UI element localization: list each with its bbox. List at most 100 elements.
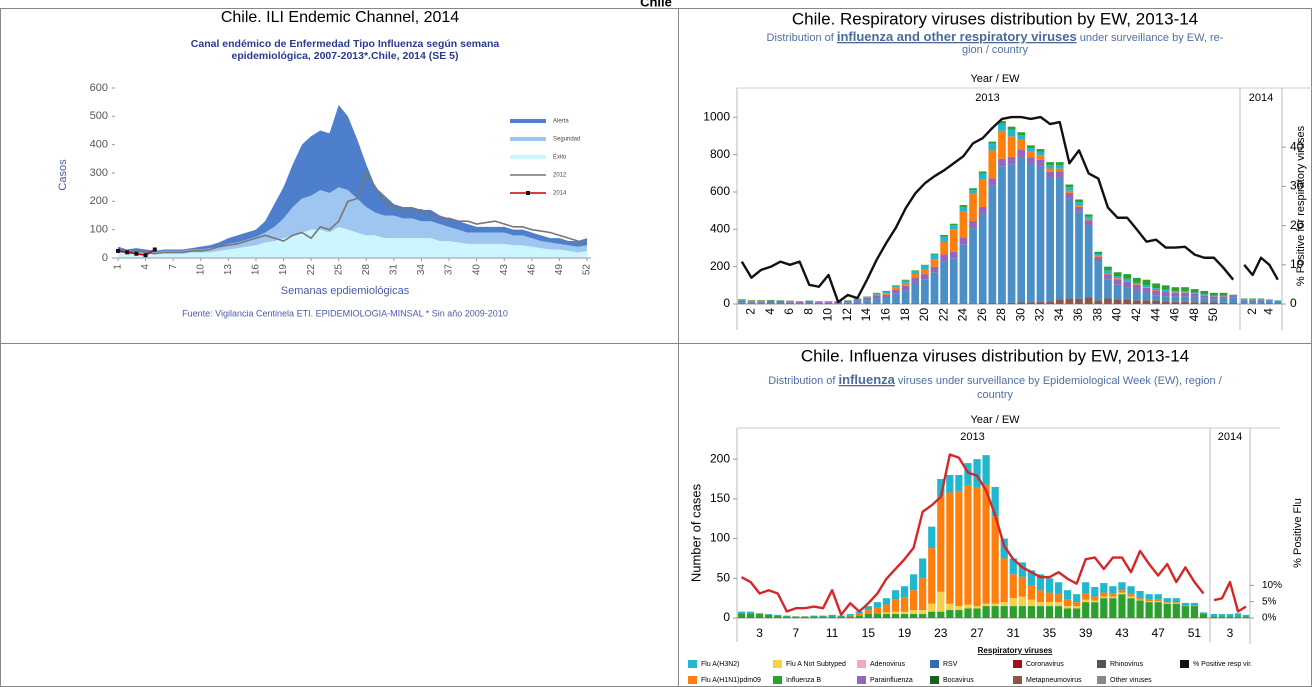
y2-line <box>740 115 1235 304</box>
bar-segment <box>1075 205 1083 207</box>
bar-segment <box>1027 606 1035 618</box>
legend-swatch <box>773 676 782 684</box>
bar-segment <box>1065 192 1074 199</box>
bar-segment <box>1113 299 1122 304</box>
y2-tick-label: 20 <box>1290 218 1304 232</box>
bar-segment <box>805 301 814 303</box>
y2-tick-label: 30 <box>1290 179 1304 193</box>
bar-segment <box>1171 292 1180 297</box>
x-tick-label: 34 <box>416 264 427 276</box>
bar-segment <box>955 610 963 618</box>
bar-segment <box>864 606 872 611</box>
bar-segment <box>1084 225 1093 298</box>
bar-segment <box>1242 616 1250 618</box>
legend-swatch <box>510 137 546 141</box>
bar-segment <box>919 614 927 618</box>
bar-segment <box>1113 284 1122 300</box>
bar-segment <box>873 614 882 618</box>
bar-segment <box>1063 599 1072 607</box>
legend-swatch <box>930 660 939 668</box>
x-tick-label: 2 <box>1245 308 1259 315</box>
bar-segment <box>978 214 987 304</box>
bar-segment <box>805 302 814 304</box>
x-tick-label: 4 <box>763 308 777 315</box>
bar-segment <box>872 294 881 296</box>
bar-segment <box>1274 303 1282 304</box>
bar-segment <box>1063 606 1072 609</box>
bar-segment <box>786 301 794 303</box>
bar-segment <box>988 185 997 304</box>
bar-segment <box>1145 594 1153 600</box>
bar-segment <box>1075 199 1083 203</box>
bar-segment <box>1142 279 1151 286</box>
bar-segment <box>911 270 920 272</box>
legend-title: Respiratory viruses <box>978 646 1053 655</box>
bar-segment <box>1240 303 1248 304</box>
y-tick-label: 300 <box>90 167 108 179</box>
bar-segment <box>1027 157 1035 164</box>
bar-segment <box>1065 190 1074 193</box>
bar-segment <box>1171 290 1180 293</box>
bar-segment <box>1181 602 1189 606</box>
bar-segment <box>1218 616 1226 618</box>
bar-segment <box>940 254 948 262</box>
bar-segment <box>815 301 823 303</box>
legend-swatch <box>773 660 782 668</box>
bar-segment <box>1274 301 1282 302</box>
x-tick-label: 34 <box>1052 308 1066 322</box>
bar-segment <box>1190 293 1199 297</box>
bar-segment <box>1200 298 1209 303</box>
legend-label: Coronavirus <box>1026 661 1064 668</box>
bar-segment <box>973 459 981 487</box>
bar-segment <box>1266 303 1273 304</box>
bar-segment <box>892 293 900 304</box>
bar-segment <box>1054 582 1063 595</box>
x-tick-label: 4 <box>140 264 151 270</box>
bar-series: Flu A(H1N1)pdm09 <box>853 130 1228 300</box>
bar-segment <box>1257 300 1265 304</box>
bar-segment <box>1181 605 1189 607</box>
bar-segment <box>891 590 900 600</box>
bar-segment <box>1161 289 1170 292</box>
bar-segment <box>892 289 900 294</box>
bar-segment <box>959 303 968 304</box>
bar-segment <box>1082 602 1090 618</box>
bar-segment <box>1240 298 1248 300</box>
bar-segment <box>1007 164 1016 303</box>
year-label: 2013 <box>975 92 999 104</box>
x-tick-label: 24 <box>956 308 970 322</box>
page-title: Chile <box>640 0 672 9</box>
bar-segment <box>1000 538 1008 559</box>
bar-segment <box>1027 570 1035 586</box>
bar-segment <box>1145 602 1153 618</box>
bar-segment <box>872 293 881 295</box>
y-tick-label: 600 <box>90 82 108 94</box>
year-label: 2013 <box>960 431 984 443</box>
bar-segment <box>1118 582 1126 591</box>
x-tick-label: 47 <box>1152 626 1166 640</box>
bar-segment <box>949 303 958 304</box>
bar-segment <box>928 548 936 604</box>
x-tick-label: 8 <box>801 308 815 315</box>
y2-tick-label: 10 <box>1290 257 1304 271</box>
bar-segment <box>991 606 999 618</box>
bar-segment <box>1100 583 1108 593</box>
bar-segment <box>991 486 999 517</box>
year-label: 2014 <box>1218 431 1242 443</box>
bar-segment <box>991 516 999 604</box>
bar-segment <box>1172 602 1180 604</box>
bar-segment <box>1055 164 1064 169</box>
bar-segment <box>1123 278 1132 282</box>
bar-segment <box>873 602 882 608</box>
legend-swatch <box>857 660 866 668</box>
bar-segment <box>1104 266 1112 271</box>
bar-segment <box>757 300 765 302</box>
x-tick-label: 7 <box>168 264 179 270</box>
bar-segment <box>863 297 871 299</box>
bar-segment <box>1266 299 1273 301</box>
bar-segment <box>1094 256 1103 261</box>
bar-segment <box>1171 287 1180 291</box>
bar-segment <box>1007 136 1016 157</box>
bar-series: Metapneumovirus <box>737 297 1282 304</box>
bar-segment <box>1210 302 1218 304</box>
